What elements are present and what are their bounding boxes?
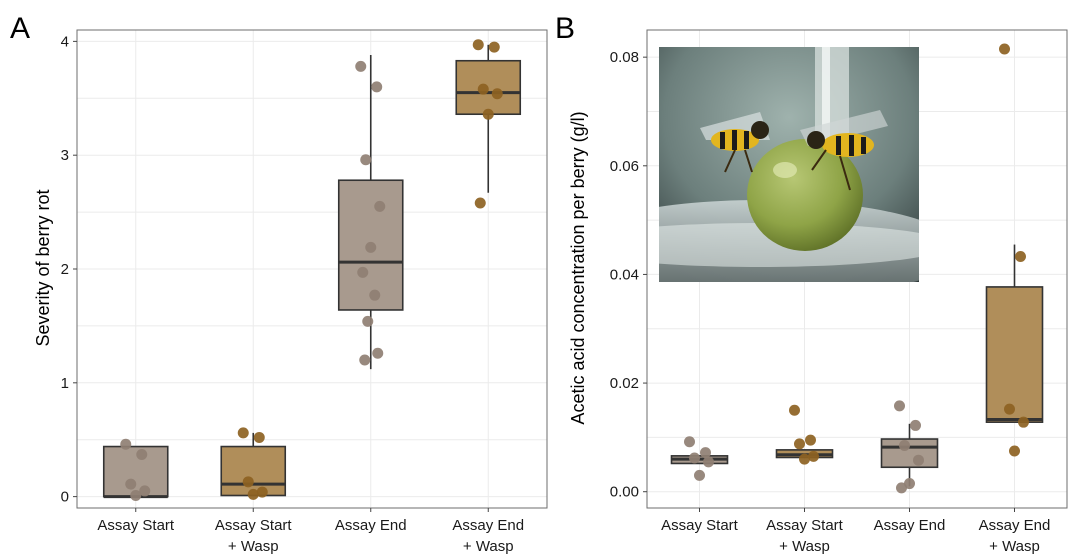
- data-point: [694, 469, 705, 481]
- data-point: [1018, 416, 1029, 428]
- y-tick-label: 4: [61, 33, 69, 50]
- data-point: [799, 453, 810, 465]
- data-point: [125, 478, 137, 490]
- x-tick-label: Assay Start + Wasp: [215, 517, 293, 555]
- y-tick-label: 3: [61, 147, 69, 164]
- data-point: [371, 81, 383, 93]
- data-point: [491, 88, 503, 100]
- data-point: [896, 482, 907, 494]
- data-point: [374, 200, 386, 212]
- y-tick-label: 0: [61, 489, 69, 506]
- data-point: [1004, 403, 1015, 415]
- box: [985, 286, 1044, 423]
- data-point: [372, 347, 384, 359]
- data-point: [237, 427, 249, 439]
- data-point: [805, 434, 816, 446]
- panel-a: A 0 1 2 3 4 Assay Start Assay Start + Wasp Assa…: [10, 12, 548, 555]
- data-point: [913, 454, 924, 466]
- panel-a-label: A: [10, 12, 30, 45]
- data-point: [136, 449, 148, 461]
- data-point: [1015, 251, 1026, 263]
- y-tick-label: 0.04: [610, 266, 639, 283]
- x-tick-label: Assay Start: [97, 517, 175, 534]
- x-tick-label: Assay End + Wasp: [979, 517, 1051, 555]
- y-tick-label: 0.06: [610, 158, 639, 175]
- panel-a-y-axis-title: Severity of berry rot: [33, 189, 53, 346]
- x-tick-label: Assay End + Wasp: [452, 517, 524, 555]
- data-point: [789, 404, 800, 416]
- x-tick-label: Assay End: [874, 517, 946, 534]
- data-point: [242, 476, 254, 488]
- data-point: [369, 289, 381, 301]
- y-tick-label: 0.08: [610, 49, 639, 66]
- data-point: [120, 438, 132, 450]
- data-point: [247, 488, 259, 500]
- data-point: [472, 39, 484, 51]
- data-point: [359, 354, 371, 366]
- data-point: [999, 43, 1010, 55]
- panel-b-label: B: [555, 12, 575, 45]
- data-point: [689, 452, 700, 464]
- data-point: [256, 486, 268, 498]
- data-point: [362, 315, 374, 327]
- data-point: [703, 456, 714, 468]
- data-point: [360, 154, 372, 166]
- box: [102, 445, 169, 498]
- x-tick-label: Assay Start: [661, 517, 739, 534]
- data-point: [365, 241, 377, 253]
- data-point: [357, 266, 369, 278]
- data-point: [355, 60, 367, 72]
- box: [880, 438, 939, 469]
- x-tick-label: Assay Start + Wasp: [766, 517, 844, 555]
- data-point: [130, 489, 142, 501]
- data-point: [808, 450, 819, 462]
- data-point: [139, 485, 151, 497]
- data-point: [253, 431, 265, 443]
- data-point: [482, 108, 494, 120]
- data-point: [488, 41, 500, 53]
- data-point: [477, 83, 489, 95]
- data-point: [700, 447, 711, 459]
- data-point: [899, 440, 910, 452]
- panel-b: B 0.00 0.02 0.04 0.06 0.08 Assay Start Assay …: [555, 12, 1068, 555]
- y-tick-label: 0.00: [610, 484, 639, 501]
- y-tick-label: 1: [61, 375, 69, 392]
- wasps-on-grape-photo: [659, 47, 919, 282]
- panel-b-y-axis-title: Acetic acid concentration per berry (g/l…: [568, 111, 588, 424]
- panel-b-plot-frame: [646, 29, 1068, 509]
- data-point: [684, 436, 695, 448]
- x-tick-label: Assay End: [335, 517, 407, 534]
- data-point: [474, 197, 486, 209]
- data-point: [910, 419, 921, 431]
- y-tick-label: 2: [61, 261, 69, 278]
- data-point: [894, 400, 905, 412]
- data-point: [1009, 445, 1020, 457]
- y-tick-label: 0.02: [610, 375, 639, 392]
- box: [220, 445, 287, 497]
- data-point: [794, 438, 805, 450]
